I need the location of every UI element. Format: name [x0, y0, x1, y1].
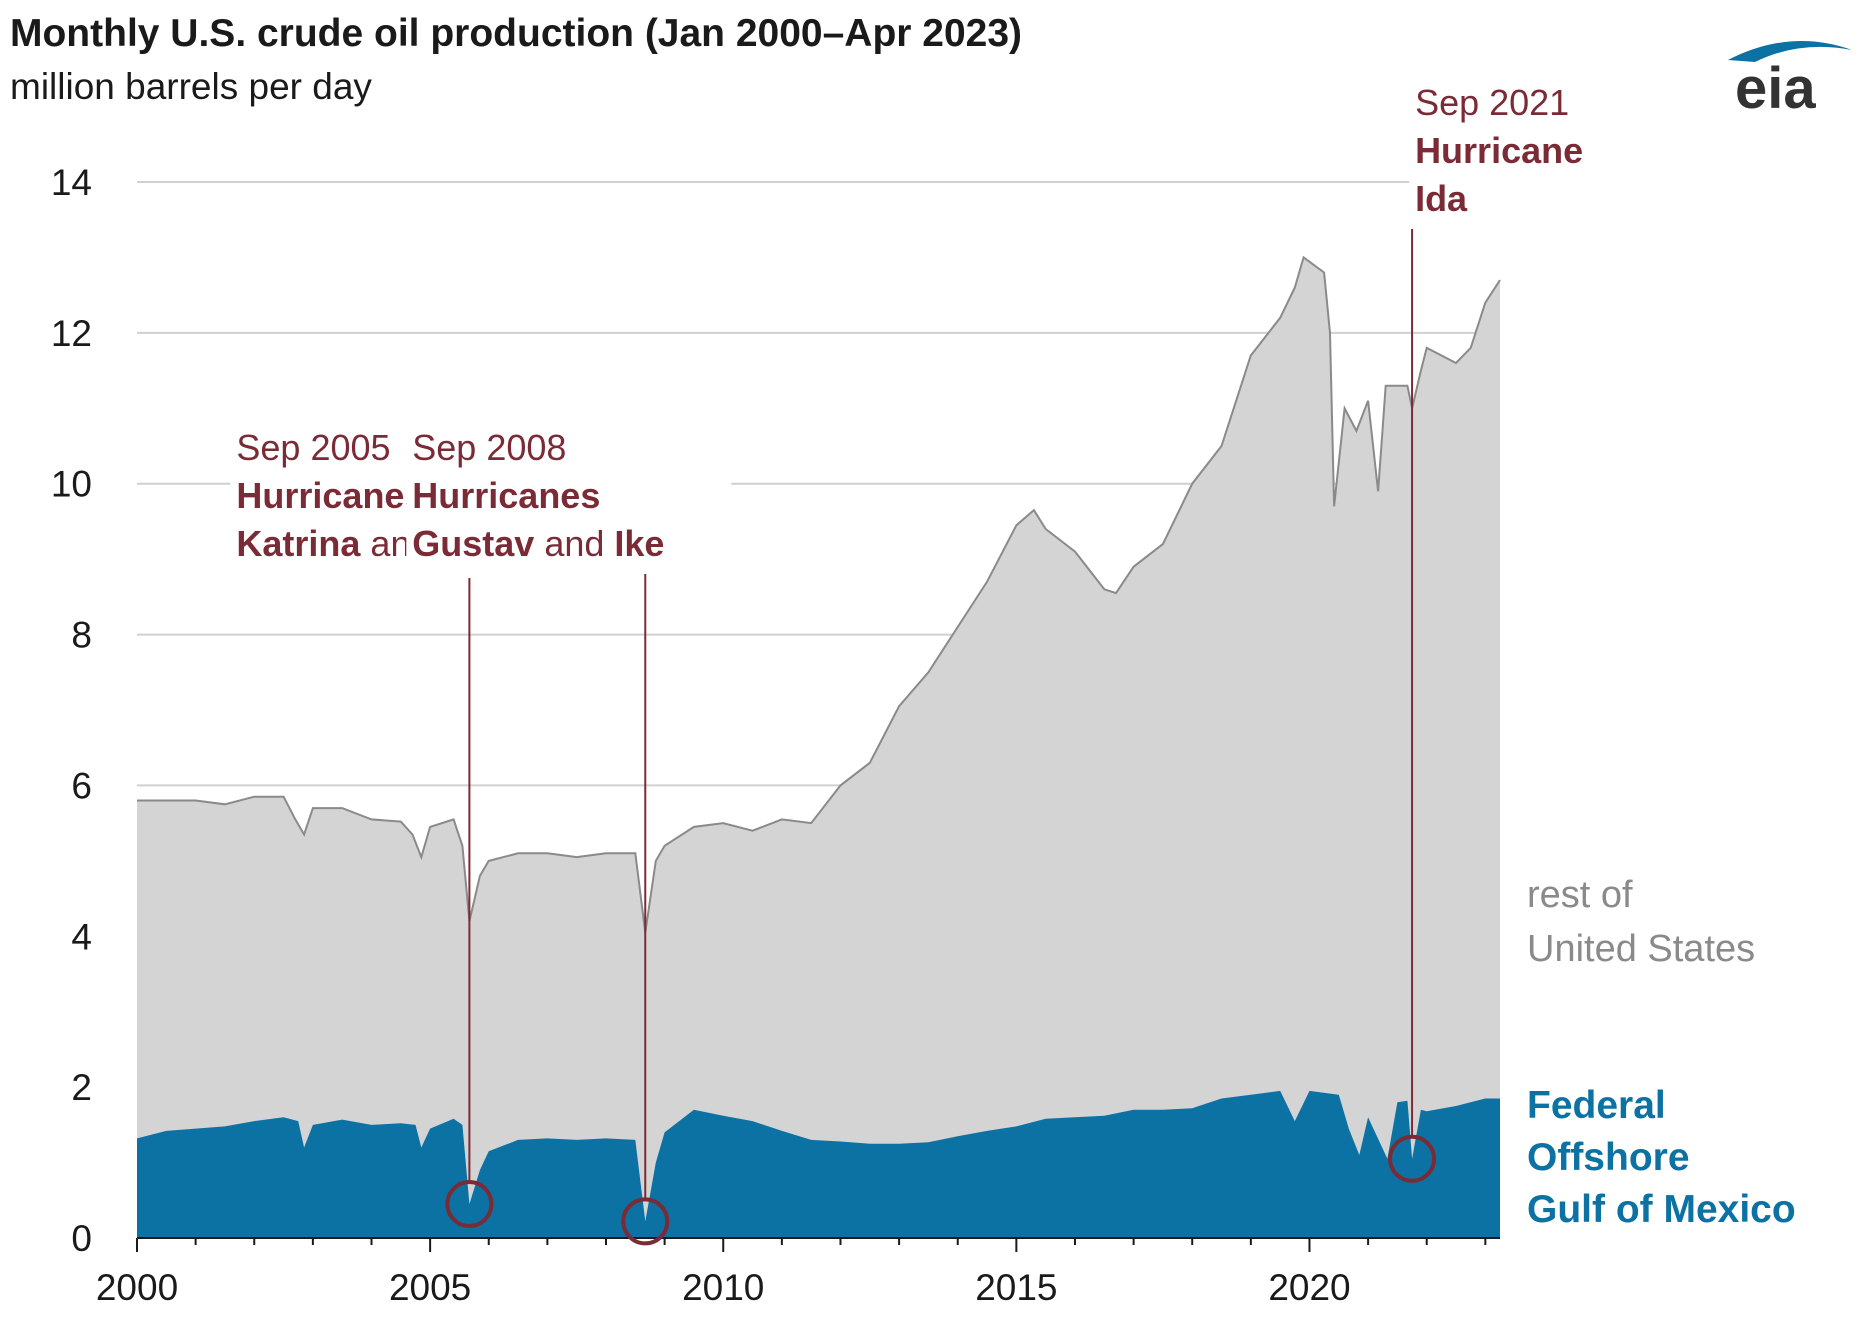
annotation-text: Gustav and Ike [412, 523, 664, 564]
annotation-segment: Katrina [236, 523, 361, 564]
annotation-text: Hurricanes [236, 475, 424, 516]
eia-logo: eia [1728, 41, 1852, 121]
x-tick-label: 2020 [1268, 1267, 1350, 1308]
annotation-backdrop [406, 422, 732, 578]
annotation-circle [621, 1197, 670, 1246]
y-tick-label: 14 [51, 162, 92, 203]
y-tick-label: 2 [71, 1067, 92, 1108]
gulf-of-mexico-area [137, 1090, 1500, 1238]
annotation-circle [445, 1180, 494, 1229]
rest-of-us-label: rest of [1527, 874, 1633, 916]
annotation-backdrop [1409, 77, 1610, 233]
annotation-segment: Ike [614, 523, 664, 564]
annotation-segment: Gustav [412, 523, 534, 564]
annotation-segment: Hurricanes [236, 475, 424, 516]
gulf-of-mexico-label: Offshore [1527, 1136, 1690, 1179]
annotation-segment: Hurricane [1415, 130, 1583, 171]
annotation-text: Hurricane [1415, 130, 1583, 171]
total-production-line [137, 255, 1501, 933]
x-tick-label: 2015 [975, 1267, 1057, 1308]
annotation-segment: Ida [1415, 178, 1468, 219]
y-tick-label: 10 [51, 464, 92, 505]
x-tick-label: 2005 [389, 1267, 471, 1308]
y-tick-label: 12 [51, 313, 92, 354]
rest-of-us-label: United States [1527, 928, 1755, 970]
y-tick-label: 0 [71, 1218, 92, 1259]
chart-title: Monthly U.S. crude oil production (Jan 2… [10, 12, 1023, 55]
y-tick-label: 8 [71, 615, 92, 656]
y-tick-label: 4 [71, 916, 92, 957]
eia-logo-swoosh [1728, 41, 1852, 62]
rest-of-us-area [137, 257, 1500, 1238]
x-tick-label: 2010 [682, 1267, 764, 1308]
eia-logo-text: eia [1735, 56, 1816, 121]
annotation-text: Ida [1415, 178, 1468, 219]
gulf-of-mexico-label: Gulf of Mexico [1527, 1188, 1796, 1231]
chart-subtitle: million barrels per day [10, 66, 372, 107]
y-tick-label: 6 [71, 765, 92, 806]
annotation-segment: and [534, 523, 614, 564]
annotation-date: Sep 2021 [1415, 82, 1569, 123]
annotation-segment: Hurricanes [412, 475, 600, 516]
x-tick-label: 2000 [96, 1267, 178, 1308]
annotation-date: Sep 2005 [236, 427, 390, 468]
annotation-date: Sep 2008 [412, 427, 566, 468]
annotation-text: Hurricanes [412, 475, 600, 516]
gulf-of-mexico-label: Federal [1527, 1084, 1666, 1127]
annotation-circle [1388, 1134, 1437, 1183]
